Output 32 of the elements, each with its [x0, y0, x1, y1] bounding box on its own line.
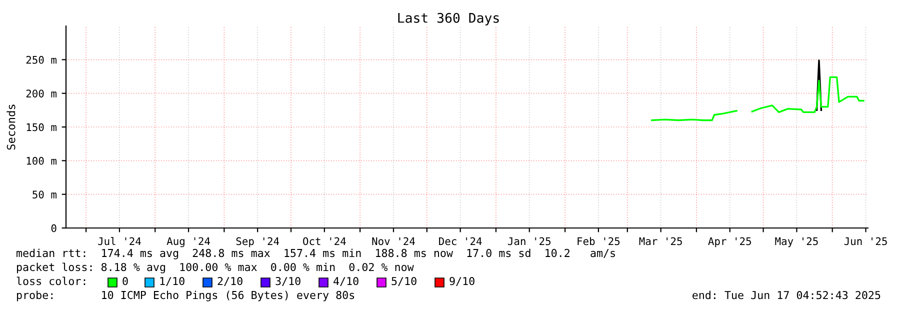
y-tick-label: 200 m: [26, 90, 56, 98]
chart-title: Last 360 Days: [398, 12, 499, 26]
x-tick-label: Jan '25: [508, 237, 550, 246]
text: 2/10: [218, 276, 242, 286]
x-tick-label: Jul '24: [98, 237, 141, 246]
x-tick-label: Apr '25: [708, 237, 751, 248]
text: packet loss: 8.18 % avg 100.00 % max 0.00 % min 0.02 % now: [17, 262, 414, 274]
x-tick-label: Aug '24: [166, 237, 210, 248]
x-tick-label: Dec '24: [439, 237, 482, 246]
y-tick-label: 250 m: [26, 56, 56, 64]
x-tick-label: Mar '25: [639, 237, 682, 246]
y-tick-label: 50 m: [32, 190, 56, 198]
x-tick-label: Sep '24: [236, 237, 280, 248]
text: median rtt: 174.4 ms avg 248.8 ms max 157.4 ms min 188.8 ms now 17.0 ms sd 10.2 am/s: [16, 248, 615, 260]
text: loss color:: [16, 276, 86, 286]
text: 1/10: [160, 276, 184, 286]
x-tick-label: Jun '25: [844, 237, 887, 246]
y-tick-label: 150 m: [26, 123, 56, 132]
x-tick-label: May '25: [775, 237, 818, 248]
text: 3/10: [276, 276, 300, 286]
x-tick-label: Oct '24: [303, 237, 346, 246]
text: 5/10: [392, 276, 416, 286]
text: end: Tue Jun 17 04:52:43 2025: [692, 290, 880, 300]
y-axis-title: Seconds: [6, 104, 16, 150]
x-tick-label: Nov '24: [372, 237, 415, 246]
text: 4/10: [334, 276, 358, 286]
text: 9/10: [450, 276, 474, 286]
text: probe: 10 ICMP Echo Pings (56 Bytes) every 80s: [17, 290, 354, 302]
x-tick-label: Feb '25: [578, 237, 620, 246]
text: 0: [122, 276, 128, 286]
y-tick-label: 100 m: [26, 156, 56, 165]
y-tick-label: 0: [51, 224, 56, 232]
